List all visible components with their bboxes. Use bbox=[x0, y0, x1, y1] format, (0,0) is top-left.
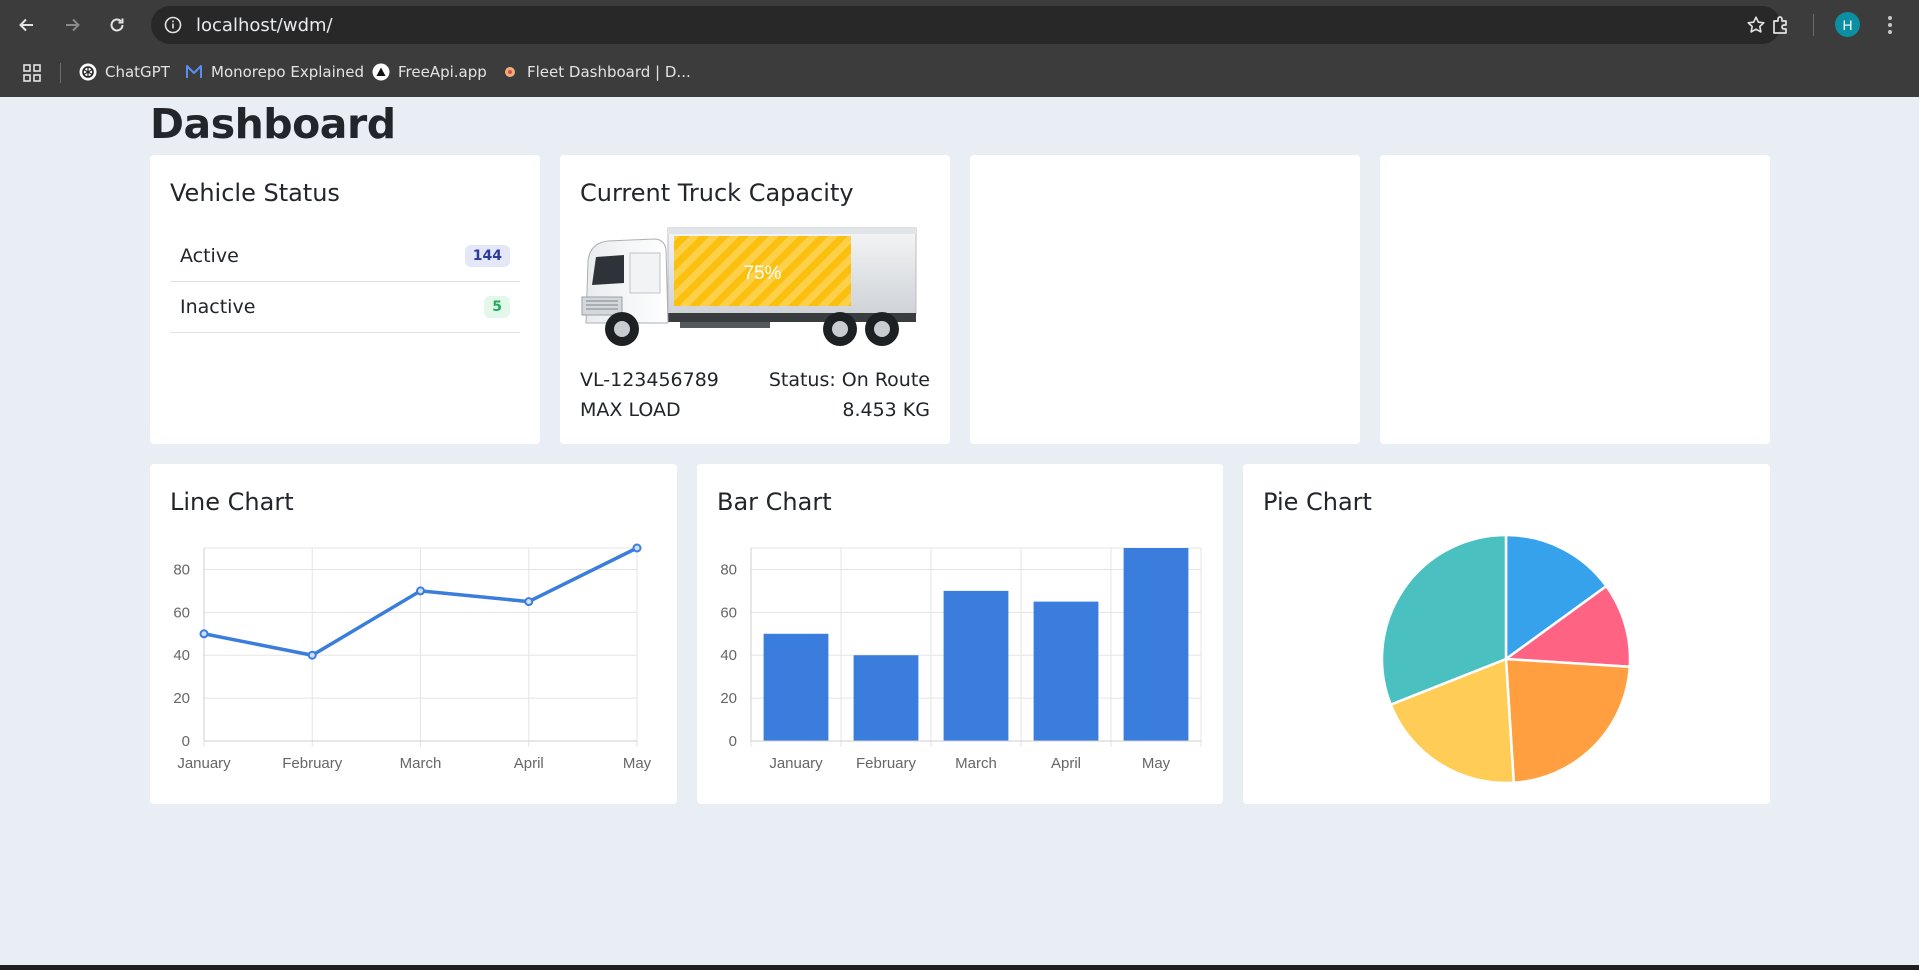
line-chart-card: Line Chart 0 20 40 60 80 January February March… bbox=[150, 464, 677, 804]
vehicle-id: VL-123456789 bbox=[580, 369, 719, 391]
bookmarks-bar: ChatGPT Monorepo Explained FreeApi.app F… bbox=[0, 58, 1919, 86]
card-title: Pie Chart bbox=[1263, 488, 1372, 516]
x-tick-label: March bbox=[400, 755, 442, 772]
empty-card bbox=[1380, 155, 1770, 444]
bookmark-label: Monorepo Explained bbox=[211, 63, 364, 81]
truck-id-row: VL-123456789 Status: On Route bbox=[580, 369, 930, 391]
bookmarks-divider bbox=[60, 63, 61, 83]
vehicle-route-status: Status: On Route bbox=[768, 369, 930, 391]
status-item-inactive[interactable]: Inactive 5 bbox=[170, 282, 520, 333]
pie-slice bbox=[1504, 533, 1609, 662]
bookmark-label: ChatGPT bbox=[105, 63, 170, 81]
extensions-icon[interactable] bbox=[1768, 12, 1794, 38]
bookmark-chatgpt[interactable]: ChatGPT bbox=[79, 60, 170, 84]
monorepo-icon bbox=[185, 63, 203, 81]
x-tick-label: May bbox=[1142, 755, 1171, 772]
bar bbox=[943, 590, 1009, 741]
pie-chart-card: Pie Chart bbox=[1243, 464, 1770, 804]
x-tick-label: February bbox=[282, 755, 343, 772]
card-title: Bar Chart bbox=[717, 488, 832, 516]
page-title: Dashboard bbox=[150, 100, 396, 148]
url-text: localhost/wdm/ bbox=[196, 15, 333, 36]
profile-avatar[interactable]: H bbox=[1835, 12, 1860, 37]
bar bbox=[763, 633, 829, 741]
y-tick-label: 0 bbox=[182, 733, 190, 750]
bar-chart: 0 20 40 60 80 January February March April May bbox=[720, 547, 1202, 772]
bookmark-monorepo[interactable]: Monorepo Explained bbox=[185, 60, 364, 84]
x-tick-label: April bbox=[1051, 755, 1081, 772]
toolbar-divider bbox=[1813, 14, 1814, 36]
y-tick-label: 60 bbox=[720, 604, 737, 621]
truck-wheels bbox=[605, 312, 899, 346]
pie-slice bbox=[1502, 584, 1632, 669]
y-tick-label: 0 bbox=[729, 733, 737, 750]
x-tick-label: February bbox=[856, 755, 917, 772]
y-tick-label: 40 bbox=[720, 647, 737, 664]
vehicle-status-list: Active 144 Inactive 5 bbox=[170, 231, 520, 333]
y-tick-label: 40 bbox=[173, 647, 190, 664]
active-count-badge: 144 bbox=[464, 245, 510, 267]
inactive-count-badge: 5 bbox=[484, 296, 510, 318]
y-tick-label: 20 bbox=[173, 690, 190, 707]
card-title: Line Chart bbox=[170, 488, 294, 516]
capacity-fill-bar bbox=[674, 236, 851, 306]
line-point bbox=[199, 629, 209, 639]
reload-icon[interactable] bbox=[104, 12, 130, 38]
browser-chrome: localhost/wdm/ H ChatGPT Monorepo Explai… bbox=[0, 0, 1919, 97]
y-tick-label: 80 bbox=[173, 561, 190, 578]
x-tick-label: January bbox=[177, 755, 231, 772]
address-bar[interactable]: localhost/wdm/ bbox=[151, 6, 1781, 44]
line-point bbox=[524, 597, 534, 607]
y-tick-label: 60 bbox=[173, 604, 190, 621]
card-title: Current Truck Capacity bbox=[580, 179, 854, 207]
site-info-icon[interactable] bbox=[163, 15, 183, 35]
bookmark-fleet-dashboard[interactable]: Fleet Dashboard | D... bbox=[501, 60, 691, 84]
browser-menu-icon[interactable] bbox=[1882, 12, 1898, 38]
bar-chart-card: Bar Chart 0 20 40 60 80 January February March A… bbox=[697, 464, 1223, 804]
pie-slice bbox=[1380, 533, 1508, 707]
chatgpt-icon bbox=[79, 63, 97, 81]
x-tick-label: April bbox=[514, 755, 544, 772]
max-load-value: 8.453 KG bbox=[842, 399, 930, 421]
status-item-active[interactable]: Active 144 bbox=[170, 231, 520, 282]
forward-icon[interactable] bbox=[59, 12, 85, 38]
line-point bbox=[632, 543, 642, 553]
x-tick-label: January bbox=[769, 755, 823, 772]
vehicle-status-card: Vehicle Status Active 144 Inactive 5 bbox=[150, 155, 540, 444]
bookmark-label: FreeApi.app bbox=[398, 63, 487, 81]
bar bbox=[853, 655, 919, 741]
y-tick-label: 20 bbox=[720, 690, 737, 707]
taskbar-edge bbox=[0, 965, 1919, 970]
line-chart: 0 20 40 60 80 January February March April May bbox=[173, 543, 652, 772]
freeapi-icon bbox=[372, 63, 390, 81]
capacity-percent-label: 75% bbox=[743, 263, 781, 284]
truck-illustration: 75% bbox=[580, 227, 918, 355]
pie-slice bbox=[1504, 657, 1632, 785]
y-tick-label: 80 bbox=[720, 561, 737, 578]
status-label: Inactive bbox=[180, 296, 256, 318]
back-icon[interactable] bbox=[14, 12, 40, 38]
bookmark-freeapi[interactable]: FreeApi.app bbox=[372, 60, 487, 84]
bookmark-label: Fleet Dashboard | D... bbox=[527, 63, 691, 81]
line-point bbox=[416, 586, 425, 596]
x-tick-label: May bbox=[623, 755, 652, 772]
bar bbox=[1123, 548, 1189, 741]
line-point bbox=[307, 650, 317, 660]
apps-grid-icon[interactable] bbox=[22, 63, 42, 83]
max-load-label: MAX LOAD bbox=[580, 399, 681, 421]
bookmark-star-icon[interactable] bbox=[1745, 14, 1767, 36]
max-load-row: MAX LOAD 8.453 KG bbox=[580, 399, 930, 421]
x-tick-label: March bbox=[955, 755, 997, 772]
pie-chart bbox=[1380, 533, 1632, 785]
pie-slice bbox=[1389, 657, 1516, 785]
card-title: Vehicle Status bbox=[170, 179, 340, 207]
empty-card bbox=[970, 155, 1360, 444]
status-label: Active bbox=[180, 245, 239, 267]
bar bbox=[1033, 601, 1099, 741]
fleet-icon bbox=[501, 63, 519, 81]
truck-capacity-card: Current Truck Capacity bbox=[560, 155, 950, 444]
